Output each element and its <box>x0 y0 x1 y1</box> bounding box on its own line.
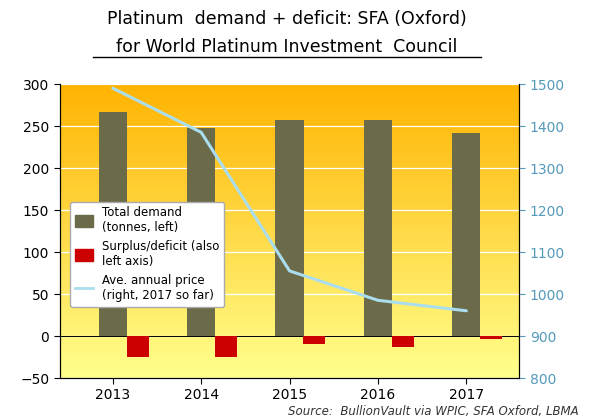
Bar <box>99 112 127 336</box>
Bar <box>452 133 481 336</box>
Bar <box>187 128 216 336</box>
Bar <box>480 336 502 339</box>
Text: Source:  BullionVault via WPIC, SFA Oxford, LBMA: Source: BullionVault via WPIC, SFA Oxfor… <box>288 405 579 418</box>
Bar <box>392 336 414 347</box>
Bar <box>364 120 392 336</box>
Legend: Total demand
(tonnes, left), Surplus/deficit (also
left axis), Ave. annual price: Total demand (tonnes, left), Surplus/def… <box>70 202 224 307</box>
Bar <box>215 336 237 357</box>
Text: for World Platinum Investment  Council: for World Platinum Investment Council <box>116 38 457 56</box>
Bar <box>303 336 325 344</box>
Bar <box>275 120 304 336</box>
Text: Platinum  demand + deficit: SFA (Oxford): Platinum demand + deficit: SFA (Oxford) <box>107 10 466 29</box>
Bar <box>127 336 149 357</box>
